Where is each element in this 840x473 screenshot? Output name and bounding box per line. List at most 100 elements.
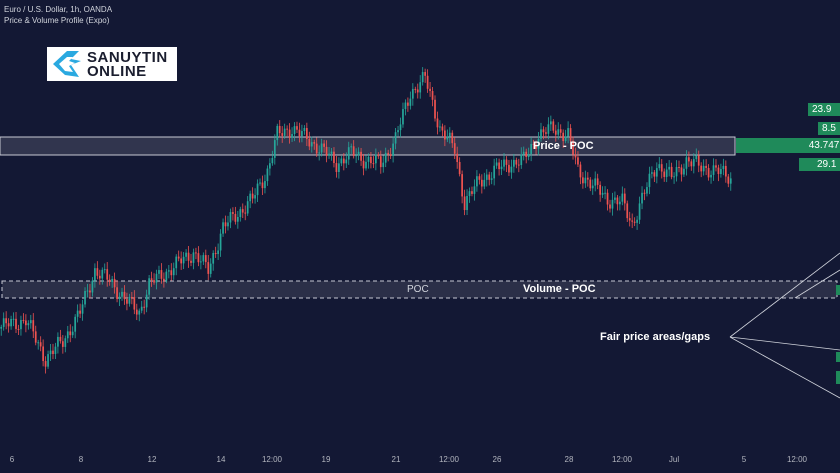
x-tick-label: 5 xyxy=(742,455,747,464)
candle-body xyxy=(387,152,390,155)
candle-body xyxy=(416,89,419,93)
x-tick-label: 12 xyxy=(148,455,157,464)
candle-body xyxy=(582,177,584,184)
candle-body xyxy=(180,258,183,264)
candle-body xyxy=(138,310,141,315)
candle-body xyxy=(535,144,537,149)
candle-body xyxy=(27,323,30,326)
candle-body xyxy=(52,350,54,355)
fair-price-label: Fair price areas/gaps xyxy=(600,331,711,343)
candle-body xyxy=(372,163,375,165)
candle-body xyxy=(648,173,651,188)
candle-body xyxy=(611,199,614,209)
candle-body xyxy=(402,109,404,125)
candle-body xyxy=(202,255,205,262)
candle-body xyxy=(540,129,542,139)
candle-body xyxy=(261,182,264,189)
candle-body xyxy=(49,350,52,355)
candle-body xyxy=(113,278,116,288)
candle-body xyxy=(537,138,540,149)
candle-body xyxy=(421,72,424,83)
candle-body xyxy=(513,159,515,167)
candle-body xyxy=(190,260,192,263)
candle-body xyxy=(559,129,562,133)
x-tick-label: 12:00 xyxy=(787,455,808,464)
candle-body xyxy=(192,252,195,263)
candle-body xyxy=(345,159,348,164)
candle-body xyxy=(498,162,500,170)
candle-body xyxy=(690,161,693,167)
candle-body xyxy=(61,341,64,347)
candle-body xyxy=(453,143,456,154)
candle-body xyxy=(12,318,15,320)
candle-body xyxy=(658,164,661,169)
poc-label: POC xyxy=(407,284,429,295)
candle-body xyxy=(347,147,350,160)
candle-body xyxy=(89,290,91,293)
candle-body xyxy=(683,168,685,175)
candle-body xyxy=(170,270,173,276)
candle-body xyxy=(389,154,392,156)
candle-body xyxy=(458,162,461,175)
candle-body xyxy=(688,157,690,162)
candle-body xyxy=(101,269,104,279)
candle-body xyxy=(660,164,663,172)
candle-body xyxy=(293,126,296,135)
candle-body xyxy=(81,304,84,314)
candle-body xyxy=(636,219,638,223)
candle-body xyxy=(705,165,707,168)
candle-body xyxy=(633,221,636,223)
candle-body xyxy=(574,154,577,158)
candle-body xyxy=(451,132,454,144)
candle-body xyxy=(456,153,459,163)
candle-body xyxy=(37,342,40,344)
candle-body xyxy=(468,191,471,196)
candle-body xyxy=(111,278,114,282)
candle-body xyxy=(508,164,510,173)
candle-body xyxy=(584,177,587,184)
candle-body xyxy=(128,297,131,304)
candle-body xyxy=(707,167,710,178)
candle-body xyxy=(505,159,508,165)
candle-body xyxy=(374,154,377,164)
candle-body xyxy=(638,203,641,220)
candle-body xyxy=(7,323,10,327)
candle-body xyxy=(251,193,254,199)
candle-body xyxy=(700,165,703,172)
candle-body xyxy=(466,195,468,211)
candle-body xyxy=(717,167,720,175)
x-tick-label: 12:00 xyxy=(439,455,460,464)
x-axis: 6 8 12 14 12:00 19 21 12:00 26 28 12:00 Jul 5 12:00 xyxy=(10,455,808,464)
x-tick-label: 12:00 xyxy=(612,455,633,464)
candle-body xyxy=(273,140,276,158)
candle-body xyxy=(628,218,631,221)
candle-body xyxy=(158,270,160,274)
candle-body xyxy=(411,88,414,99)
candle-body xyxy=(419,82,422,93)
candle-body xyxy=(286,128,288,130)
candle-body xyxy=(155,273,158,283)
candle-body xyxy=(653,172,656,177)
candle-body xyxy=(436,118,439,128)
candle-body xyxy=(76,310,79,317)
candle-body xyxy=(246,201,249,214)
candle-body xyxy=(631,220,634,222)
candle-body xyxy=(153,280,155,283)
candle-body xyxy=(209,263,212,274)
x-tick-label: 19 xyxy=(322,455,331,464)
candle-body xyxy=(94,268,96,281)
candle-body xyxy=(643,192,646,194)
candle-body xyxy=(483,179,486,187)
candle-body xyxy=(239,209,242,217)
candle-body xyxy=(673,176,675,178)
candle-body xyxy=(394,132,397,144)
candle-body xyxy=(357,151,360,156)
candle-body xyxy=(601,192,604,195)
candle-body xyxy=(69,331,72,336)
candle-body xyxy=(407,102,409,106)
candle-body xyxy=(116,287,118,299)
candle-body xyxy=(244,212,247,214)
badge-right-3 xyxy=(836,371,840,384)
candle-body xyxy=(86,290,89,292)
candle-body xyxy=(441,126,444,131)
